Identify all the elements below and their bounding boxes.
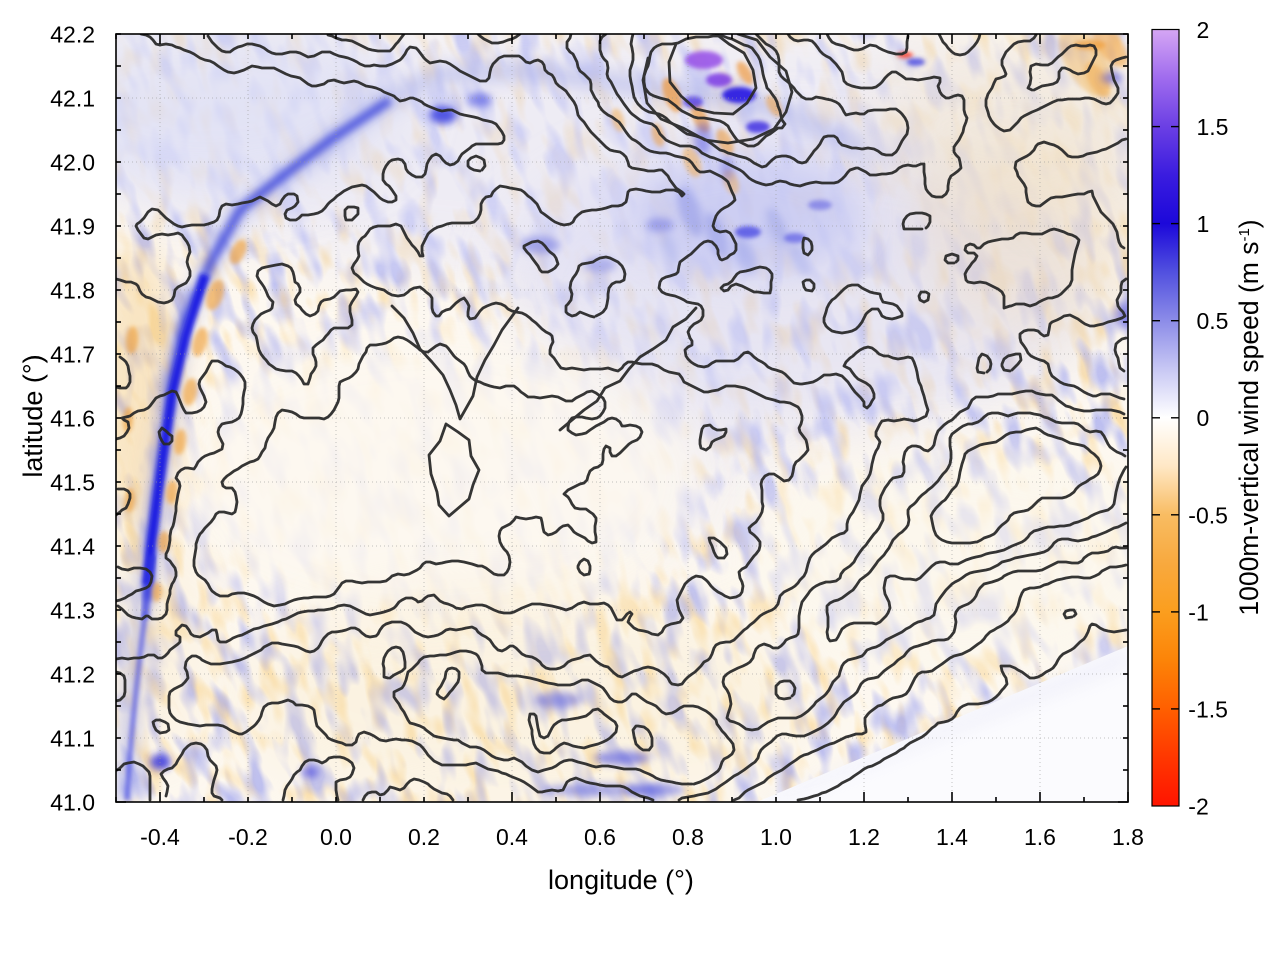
svg-text:41.3: 41.3 <box>50 598 95 624</box>
svg-text:1000m-vertical wind speed (m s: 1000m-vertical wind speed (m s-1) <box>1234 219 1264 615</box>
svg-text:41.5: 41.5 <box>50 470 95 496</box>
svg-text:0.0: 0.0 <box>320 824 352 850</box>
svg-text:41.7: 41.7 <box>50 342 95 368</box>
svg-text:1.2: 1.2 <box>848 824 880 850</box>
svg-text:1.0: 1.0 <box>760 824 792 850</box>
svg-text:41.0: 41.0 <box>50 790 95 816</box>
svg-text:42.2: 42.2 <box>50 22 95 48</box>
svg-text:longitude (°): longitude (°) <box>548 865 694 895</box>
svg-text:-1: -1 <box>1188 599 1208 625</box>
svg-text:-1.5: -1.5 <box>1188 696 1228 722</box>
svg-text:42.0: 42.0 <box>50 150 95 176</box>
svg-text:41.9: 41.9 <box>50 214 95 240</box>
svg-text:-0.5: -0.5 <box>1188 502 1228 528</box>
svg-text:1.5: 1.5 <box>1197 114 1229 140</box>
svg-text:1.6: 1.6 <box>1024 824 1056 850</box>
svg-text:0.4: 0.4 <box>496 824 528 850</box>
svg-text:-0.2: -0.2 <box>228 824 268 850</box>
svg-text:0.8: 0.8 <box>672 824 704 850</box>
svg-text:latitude (°): latitude (°) <box>18 354 48 477</box>
svg-text:1: 1 <box>1197 211 1210 237</box>
svg-text:-0.4: -0.4 <box>140 824 180 850</box>
svg-text:41.8: 41.8 <box>50 278 95 304</box>
svg-text:-2: -2 <box>1188 794 1208 820</box>
svg-text:41.6: 41.6 <box>50 406 95 432</box>
svg-text:0: 0 <box>1197 405 1210 431</box>
svg-text:1.8: 1.8 <box>1112 824 1144 850</box>
svg-text:42.1: 42.1 <box>50 86 95 112</box>
svg-text:0.2: 0.2 <box>408 824 440 850</box>
svg-text:0.5: 0.5 <box>1197 308 1229 334</box>
svg-text:2: 2 <box>1197 17 1210 43</box>
svg-text:41.2: 41.2 <box>50 662 95 688</box>
svg-text:1.4: 1.4 <box>936 824 968 850</box>
svg-text:41.4: 41.4 <box>50 534 95 560</box>
svg-text:0.6: 0.6 <box>584 824 616 850</box>
svg-text:41.1: 41.1 <box>50 726 95 752</box>
